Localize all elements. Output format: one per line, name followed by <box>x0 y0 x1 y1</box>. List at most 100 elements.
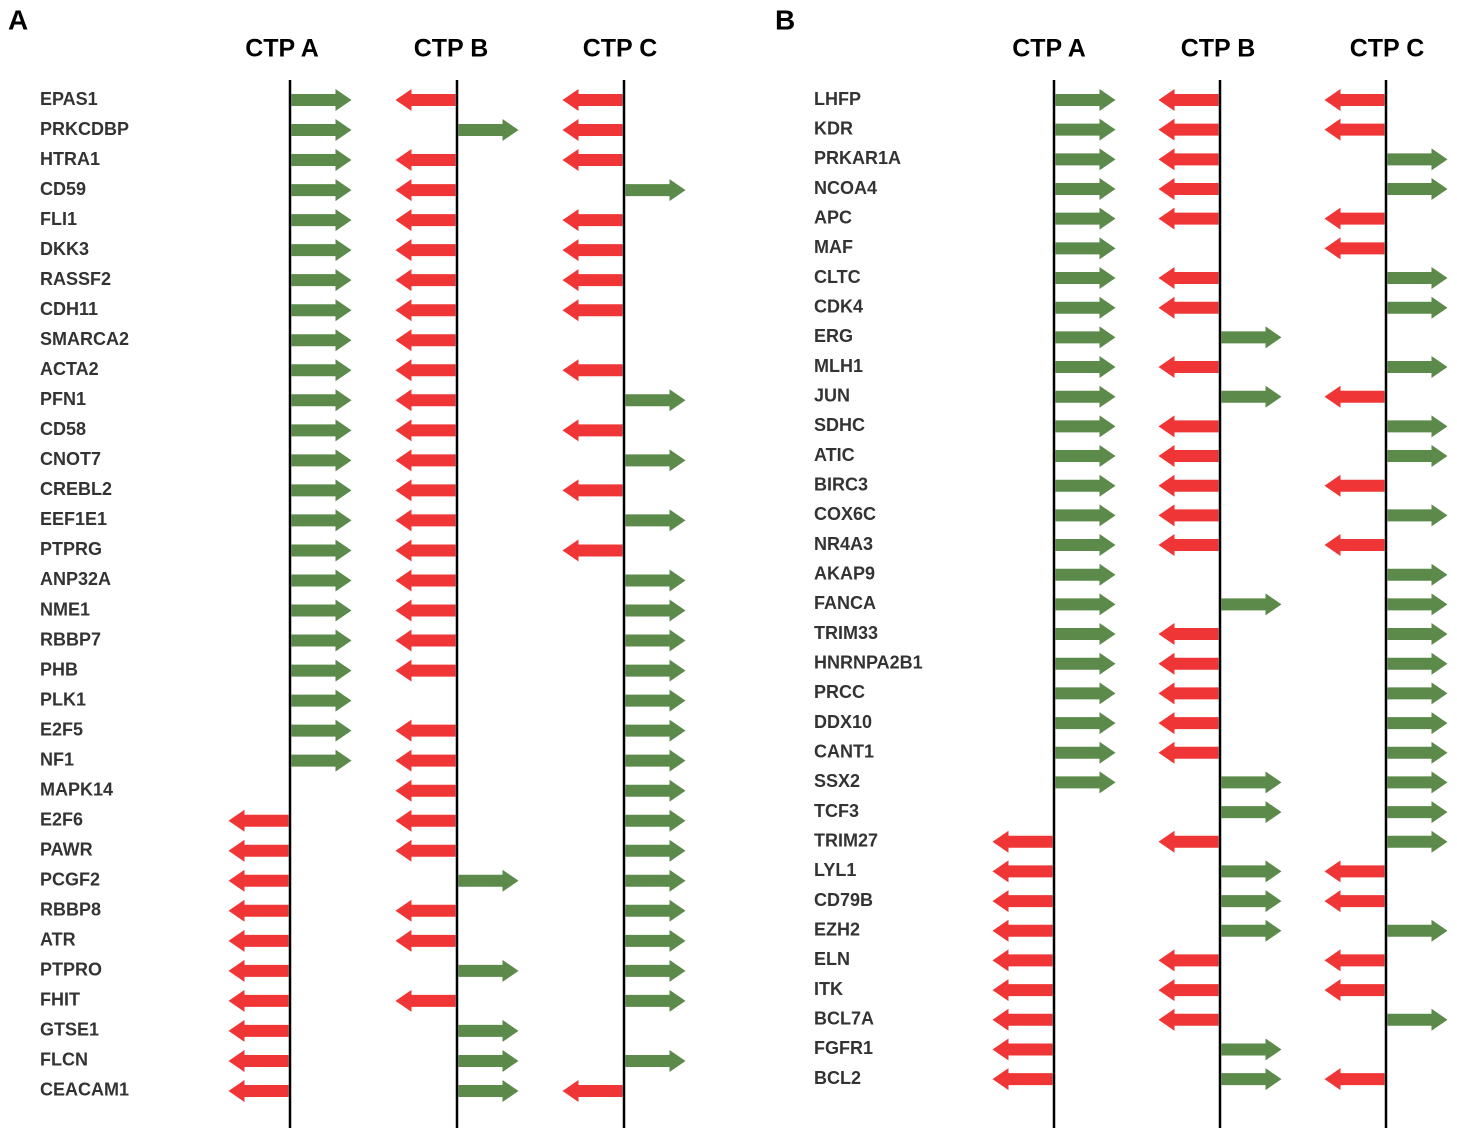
arrow-down <box>228 839 289 862</box>
arrow-down <box>395 989 456 1012</box>
arrow-down <box>1324 890 1385 913</box>
arrow-up <box>625 1049 686 1072</box>
arrow-up <box>1055 237 1116 260</box>
arrow-down <box>395 599 456 622</box>
arrow-up <box>625 989 686 1012</box>
arrow-up <box>1221 1068 1282 1091</box>
arrow-down <box>1324 1068 1385 1091</box>
gene-label: APC <box>814 207 852 227</box>
arrow-up <box>1387 712 1448 735</box>
arrow-up <box>291 329 352 352</box>
gene-label: MLH1 <box>814 356 863 376</box>
arrow-up <box>291 269 352 292</box>
arrow-down <box>992 1008 1053 1031</box>
arrow-down <box>395 659 456 682</box>
arrow-down <box>395 479 456 502</box>
arrow-up <box>1387 504 1448 527</box>
gene-label: PFN1 <box>40 389 86 409</box>
arrow-down <box>395 239 456 262</box>
gene-label: PAWR <box>40 840 93 860</box>
gene-label: FLI1 <box>40 209 77 229</box>
arrow-up <box>1387 148 1448 171</box>
gene-label: NCOA4 <box>814 178 877 198</box>
gene-label: ELN <box>814 949 850 969</box>
arrow-up <box>1387 356 1448 379</box>
gene-label: PLK1 <box>40 689 86 709</box>
arrow-up <box>291 659 352 682</box>
gene-label: PTPRO <box>40 960 102 980</box>
gene-label: PRKCDBP <box>40 119 129 139</box>
arrow-down <box>562 419 623 442</box>
arrow-down <box>1158 979 1219 1002</box>
arrow-down <box>1158 534 1219 557</box>
gene-label: SDHC <box>814 415 865 435</box>
arrow-up <box>291 89 352 111</box>
arrow-down <box>395 179 456 202</box>
arrow-down <box>228 809 289 832</box>
arrow-up <box>291 539 352 562</box>
arrow-up <box>458 119 519 142</box>
arrow-down <box>1324 979 1385 1002</box>
gene-label: NME1 <box>40 599 90 619</box>
arrow-down <box>228 899 289 922</box>
arrow-down <box>395 269 456 292</box>
arrow-up <box>291 479 352 502</box>
arrow-down <box>228 1019 289 1042</box>
arrow-up <box>1387 178 1448 201</box>
arrow-up <box>291 419 352 442</box>
arrow-up <box>291 629 352 652</box>
arrow-down <box>562 359 623 382</box>
arrow-down <box>228 1049 289 1072</box>
arrow-up <box>291 689 352 712</box>
arrow-down <box>1158 623 1219 646</box>
arrow-up <box>625 959 686 982</box>
arrow-down <box>395 929 456 952</box>
arrow-down <box>395 209 456 232</box>
arrow-down <box>1324 534 1385 557</box>
arrow-up <box>1055 118 1116 141</box>
arrow-up <box>458 1079 519 1102</box>
gene-label: DKK3 <box>40 239 89 259</box>
arrow-down <box>992 979 1053 1002</box>
gene-label: ATR <box>40 930 76 950</box>
gene-label: GTSE1 <box>40 1020 99 1040</box>
arrow-up <box>1387 267 1448 290</box>
arrow-down <box>395 839 456 862</box>
column-header: CTP A <box>245 35 319 63</box>
arrow-up <box>625 599 686 622</box>
arrow-up <box>1055 534 1116 557</box>
gene-label: CLTC <box>814 267 861 287</box>
gene-label: CANT1 <box>814 741 874 761</box>
arrow-down <box>562 479 623 502</box>
arrow-up <box>1221 860 1282 883</box>
arrow-down <box>395 359 456 382</box>
gene-label: BCL2 <box>814 1068 861 1088</box>
arrow-up <box>1055 445 1116 468</box>
arrow-up <box>1387 593 1448 616</box>
gene-label: CEACAM1 <box>40 1080 129 1100</box>
arrow-up <box>291 719 352 742</box>
arrow-down <box>1158 178 1219 201</box>
arrow-up <box>1055 326 1116 349</box>
arrow-up <box>1055 623 1116 646</box>
arrow-down <box>228 929 289 952</box>
arrow-down <box>992 830 1053 853</box>
arrow-down <box>395 569 456 592</box>
gene-label: FGFR1 <box>814 1038 873 1058</box>
arrow-down <box>1324 860 1385 883</box>
gene-label: CDH11 <box>40 299 98 319</box>
arrow-up <box>1387 1008 1448 1031</box>
arrow-up <box>291 299 352 322</box>
arrow-down <box>395 629 456 652</box>
arrow-up <box>1221 801 1282 824</box>
arrow-up <box>1055 178 1116 201</box>
arrow-down <box>992 919 1053 942</box>
arrow-up <box>1055 89 1116 111</box>
gene-label: ATIC <box>814 445 855 465</box>
gene-label: E2F6 <box>40 809 83 829</box>
arrow-down <box>395 809 456 832</box>
arrow-down <box>395 899 456 922</box>
arrow-down <box>395 419 456 442</box>
arrow-down <box>228 959 289 982</box>
gene-label: CDK4 <box>814 296 863 316</box>
